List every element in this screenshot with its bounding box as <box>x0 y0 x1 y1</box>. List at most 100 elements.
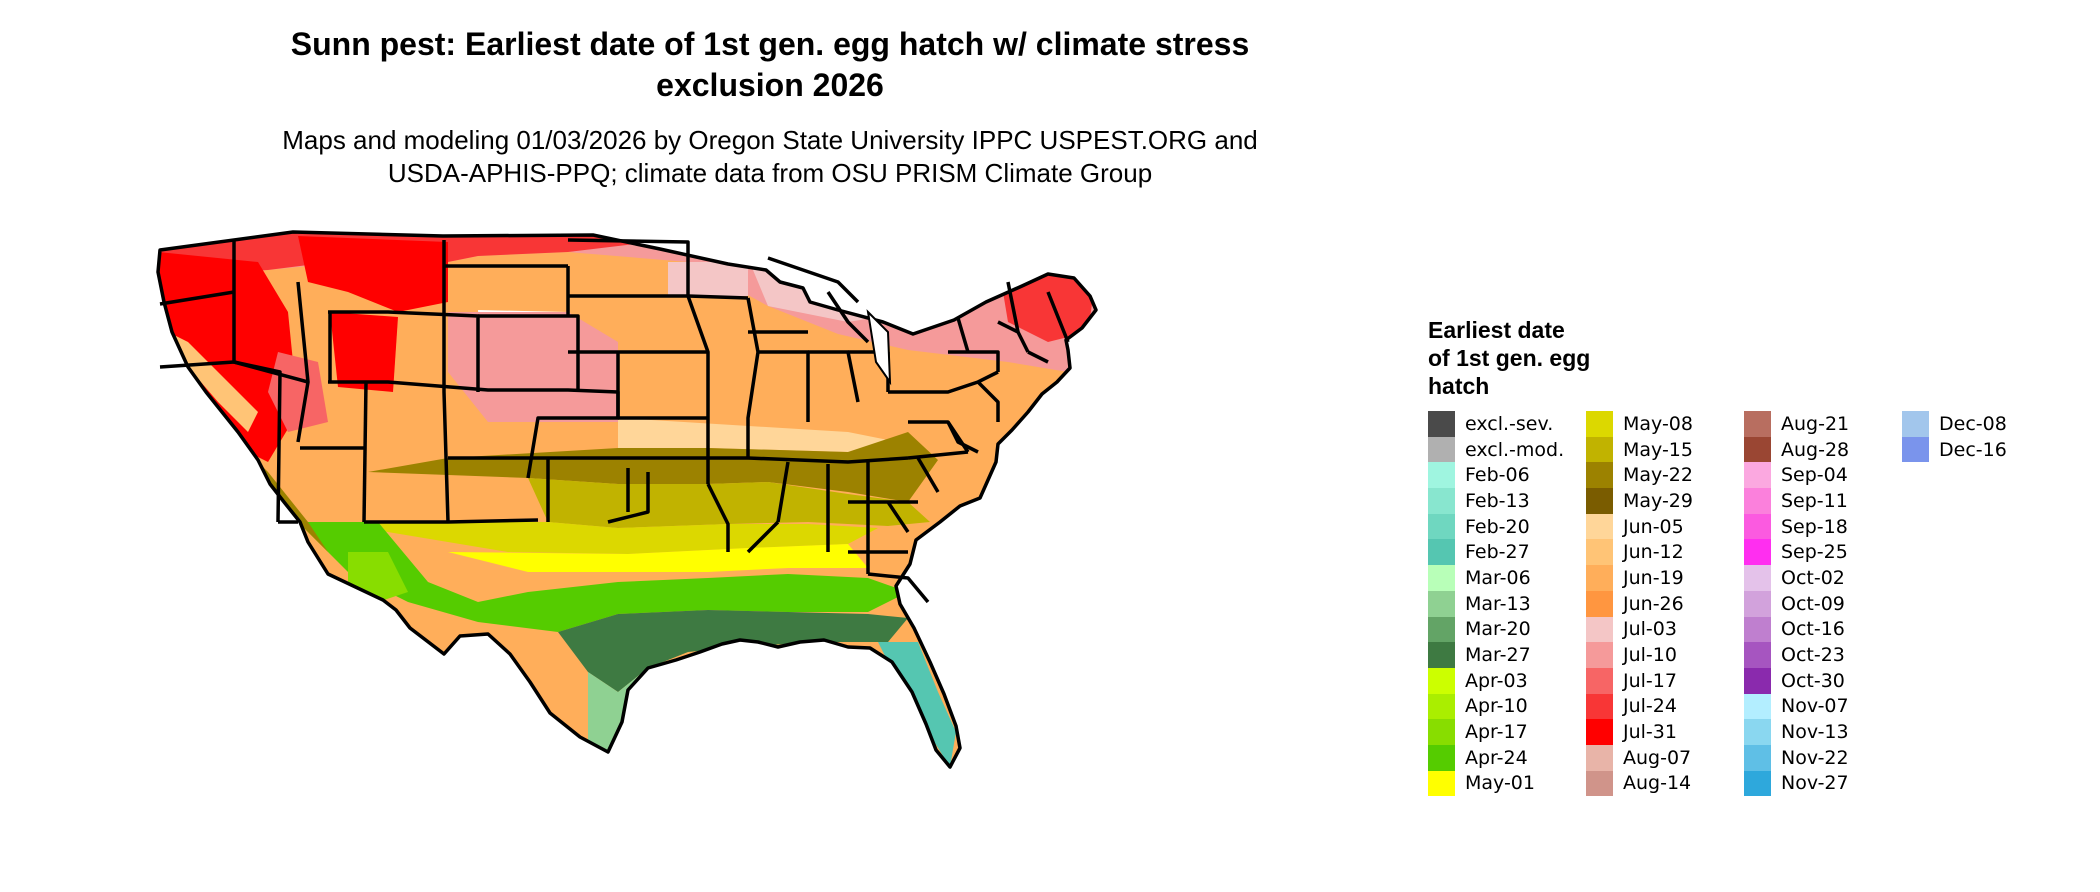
legend-swatch <box>1586 462 1613 489</box>
legend-item: Aug-07 <box>1586 744 1744 771</box>
legend-item: Jun-12 <box>1586 539 1744 566</box>
legend-label: Sep-04 <box>1781 464 1848 487</box>
legend-item: Sep-04 <box>1744 462 1902 489</box>
legend-label: Aug-21 <box>1781 412 1850 435</box>
legend-swatch <box>1744 539 1771 566</box>
legend-label: May-29 <box>1623 489 1693 512</box>
legend-swatch <box>1428 513 1455 540</box>
legend-item: Jul-03 <box>1586 616 1744 643</box>
legend-swatch <box>1586 667 1613 694</box>
legend-item: May-15 <box>1586 436 1744 463</box>
legend-item: Nov-27 <box>1744 770 1902 797</box>
legend-label: Oct-30 <box>1781 669 1845 692</box>
legend-swatch <box>1744 488 1771 514</box>
legend-swatch <box>1902 436 1929 463</box>
legend-label: Oct-02 <box>1781 566 1845 589</box>
legend-swatch <box>1586 565 1613 591</box>
legend-item: excl.-mod. <box>1428 436 1586 463</box>
legend-label: excl.-mod. <box>1465 438 1565 461</box>
legend-swatch <box>1744 667 1771 694</box>
legend-item: Mar-06 <box>1428 565 1586 591</box>
hatch-date-zones <box>158 232 1096 767</box>
legend-label: May-22 <box>1623 464 1693 487</box>
legend-item: Aug-28 <box>1744 436 1902 463</box>
legend-swatch <box>1586 539 1613 566</box>
legend-item: Oct-02 <box>1744 565 1902 591</box>
legend-item: Nov-07 <box>1744 693 1902 720</box>
legend-label: Jul-10 <box>1623 644 1677 667</box>
legend-label: Apr-24 <box>1465 746 1528 769</box>
legend-label: Jun-05 <box>1623 515 1684 538</box>
legend-item: Sep-11 <box>1744 488 1902 514</box>
legend-label: May-08 <box>1623 412 1693 435</box>
legend-label: Nov-07 <box>1781 695 1849 718</box>
legend-label: Jul-17 <box>1623 669 1677 692</box>
legend-label: Feb-06 <box>1465 464 1530 487</box>
legend-swatch <box>1586 590 1613 617</box>
legend-swatch <box>1586 513 1613 540</box>
legend-label: Nov-13 <box>1781 721 1849 744</box>
legend-label: Dec-16 <box>1939 438 2007 461</box>
legend-swatch <box>1428 590 1455 617</box>
legend-swatch <box>1744 590 1771 617</box>
legend-swatch <box>1428 616 1455 643</box>
legend-label: Jul-03 <box>1623 618 1677 641</box>
legend-column: May-08 May-15 May-22 May-29 Jun-05 Jun-12 Jun-… <box>1586 411 1744 797</box>
legend-swatch <box>1428 539 1455 566</box>
legend-item: Dec-08 <box>1902 411 2060 437</box>
legend-swatch <box>1428 436 1455 463</box>
legend-swatch <box>1744 411 1771 437</box>
subtitle-line-2: USDA-APHIS-PPQ; climate data from OSU PR… <box>387 158 1153 188</box>
legend-item: Sep-18 <box>1744 513 1902 540</box>
legend-label: Sep-18 <box>1781 515 1848 538</box>
legend-item: May-22 <box>1586 462 1744 489</box>
legend-item: Apr-17 <box>1428 719 1586 745</box>
legend-label: excl.-sev. <box>1465 412 1554 435</box>
legend-label: Jun-26 <box>1623 592 1684 615</box>
legend-label: May-01 <box>1465 772 1535 795</box>
legend-title-line-3: hatch <box>1428 373 1490 399</box>
legend-title-line-1: Earliest date <box>1428 317 1565 343</box>
legend-swatch <box>1744 770 1771 797</box>
legend-label: Jun-12 <box>1623 541 1684 564</box>
legend-label: Mar-27 <box>1465 644 1531 667</box>
legend-swatch <box>1744 642 1771 668</box>
legend-item: Jul-17 <box>1586 667 1744 694</box>
legend-swatch <box>1586 488 1613 514</box>
legend-item: excl.-sev. <box>1428 411 1586 437</box>
legend-title-line-2: of 1st gen. egg <box>1428 345 1591 371</box>
legend-swatch <box>1744 462 1771 489</box>
legend-swatch <box>1428 642 1455 668</box>
legend-swatch <box>1586 642 1613 668</box>
legend-swatch <box>1428 744 1455 771</box>
legend-item: Aug-14 <box>1586 770 1744 797</box>
legend-swatch <box>1586 616 1613 643</box>
legend-item: Oct-16 <box>1744 616 1902 643</box>
legend-label: Apr-17 <box>1465 721 1528 744</box>
legend-label: Oct-09 <box>1781 592 1845 615</box>
legend-item: Jun-19 <box>1586 565 1744 591</box>
legend-label: Jul-24 <box>1623 695 1677 718</box>
legend-swatch <box>1586 436 1613 463</box>
legend-columns: excl.-sev. excl.-mod. Feb-06 Feb-13 Feb-20 Fe… <box>1428 411 2060 797</box>
legend-item: Feb-27 <box>1428 539 1586 566</box>
state-boundaries <box>156 230 1098 769</box>
legend-swatch <box>1428 667 1455 694</box>
legend-label: Mar-20 <box>1465 618 1531 641</box>
legend-item: May-01 <box>1428 770 1586 797</box>
legend-label: Apr-10 <box>1465 695 1528 718</box>
lake-michigan <box>866 309 892 386</box>
legend-swatch <box>1902 411 1929 437</box>
legend-swatch <box>1586 693 1613 720</box>
legend-swatch <box>1586 719 1613 745</box>
legend-label: May-15 <box>1623 438 1693 461</box>
map-subtitle: Maps and modeling 01/03/2026 by Oregon S… <box>150 124 1390 190</box>
legend-swatch <box>1744 616 1771 643</box>
legend-item: Nov-22 <box>1744 744 1902 771</box>
legend-label: Nov-22 <box>1781 746 1849 769</box>
legend-swatch <box>1428 719 1455 745</box>
legend-item: Oct-23 <box>1744 642 1902 668</box>
legend-item: Aug-21 <box>1744 411 1902 437</box>
legend-item: Feb-13 <box>1428 488 1586 514</box>
legend-item: Apr-03 <box>1428 667 1586 694</box>
